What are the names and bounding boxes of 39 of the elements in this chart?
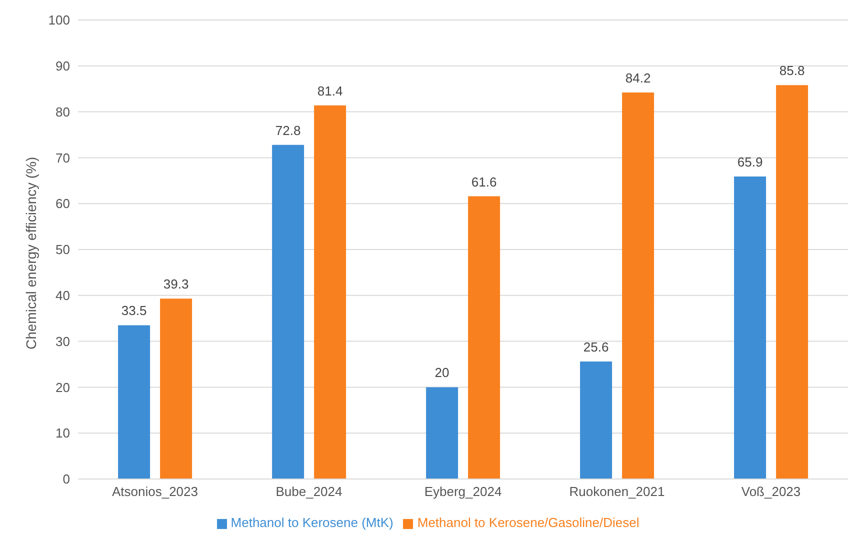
y-tick-label: 0 [62, 472, 70, 487]
data-label: 65.9 [737, 154, 763, 170]
bar [160, 298, 192, 479]
bar [734, 176, 766, 479]
bar [580, 361, 612, 479]
x-tick-label: Bube_2024 [276, 484, 342, 500]
data-label: 81.4 [317, 83, 343, 98]
legend-label: Methanol to Kerosene (MtK) [230, 515, 394, 530]
data-label: 85.8 [779, 63, 805, 78]
y-tick-label: 90 [56, 58, 70, 74]
data-label: 39.3 [163, 276, 189, 292]
y-tick-label: 40 [56, 288, 70, 304]
x-tick-label: Atsonios_2023 [112, 484, 198, 500]
y-tick-label: 100 [48, 12, 70, 28]
x-tick-label: Eyberg_2024 [424, 484, 502, 500]
data-label: 84.2 [625, 70, 651, 86]
bar [118, 325, 150, 479]
y-tick-label: 80 [56, 104, 70, 120]
bar [426, 387, 458, 479]
bar [314, 105, 346, 479]
y-tick-label: 30 [56, 334, 70, 349]
data-label: 20 [434, 365, 450, 380]
data-label: 72.8 [275, 122, 301, 138]
data-label: 25.6 [583, 339, 609, 354]
y-tick-label: 60 [56, 196, 70, 212]
y-tick-label: 20 [56, 380, 70, 395]
y-axis-title: Chemical energy efficiency (%) [22, 156, 39, 350]
y-tick-label: 50 [56, 242, 70, 258]
legend-label: Methanol to Kerosene/Gasoline/Diesel [417, 515, 640, 530]
data-label: 61.6 [471, 174, 497, 190]
data-label: 33.5 [121, 303, 147, 318]
bar [776, 85, 808, 479]
y-tick-label: 10 [56, 426, 70, 441]
x-tick-label: Voß_2023 [741, 484, 801, 500]
bar [622, 92, 654, 479]
bar [272, 144, 304, 479]
y-tick-label: 70 [56, 150, 70, 166]
bar [468, 196, 500, 479]
x-tick-label: Ruokonen_2021 [569, 484, 665, 500]
